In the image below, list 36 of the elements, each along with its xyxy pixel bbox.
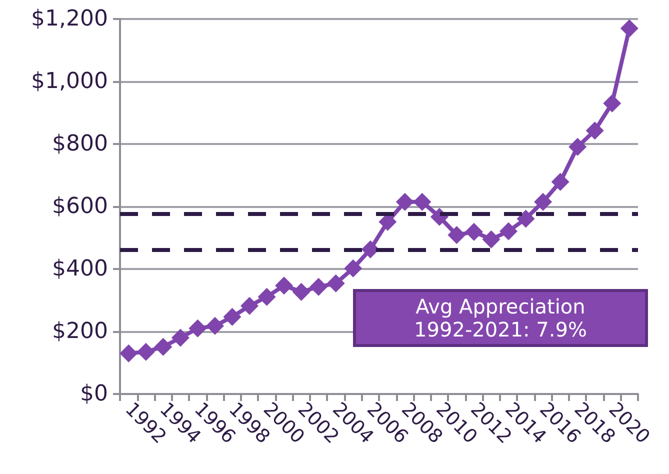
point (223, 308, 242, 326)
point (482, 230, 500, 248)
point (586, 122, 604, 140)
annotation: Avg Appreciation 1992-2021: 7.9% (414, 294, 587, 342)
point (136, 342, 155, 361)
point (534, 192, 552, 211)
point (516, 210, 535, 228)
point (568, 138, 587, 156)
point (120, 344, 138, 362)
point (464, 222, 483, 241)
y-tick-label: $0 (80, 382, 108, 406)
y-tick-label: $200 (52, 319, 108, 344)
point (326, 274, 345, 292)
point (413, 192, 432, 211)
point (206, 316, 224, 335)
point (361, 240, 380, 258)
point (448, 226, 466, 244)
point (620, 19, 638, 38)
y-tick-label: $600 (52, 194, 108, 219)
point (154, 338, 172, 356)
point (240, 296, 258, 315)
y-tick-label: $1,000 (31, 69, 108, 94)
point (310, 278, 328, 296)
point (292, 282, 310, 301)
y-tick-label: $800 (52, 132, 108, 156)
point (258, 288, 276, 306)
point (396, 192, 414, 211)
y-tick-label: $400 (52, 256, 108, 282)
point (551, 172, 570, 191)
point (603, 94, 622, 112)
point (275, 276, 294, 295)
point (500, 222, 518, 240)
point (171, 328, 190, 347)
y-tick-label: $1,200 (31, 6, 108, 32)
point (344, 259, 362, 278)
point (188, 319, 207, 338)
